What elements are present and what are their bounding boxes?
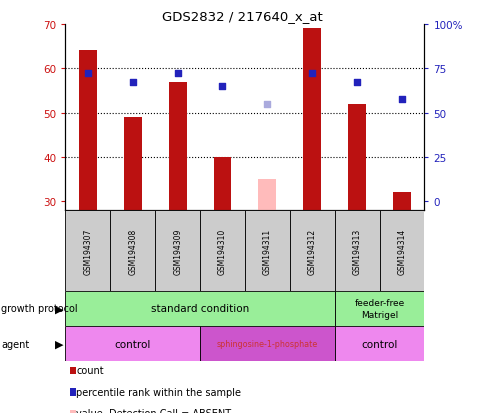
Point	[308, 70, 316, 77]
Text: sphingosine-1-phosphate: sphingosine-1-phosphate	[216, 339, 318, 348]
Bar	[392, 193, 410, 211]
Text: value, Detection Call = ABSENT: value, Detection Call = ABSENT	[76, 408, 231, 413]
Bar	[79, 51, 97, 211]
Bar	[168, 82, 186, 211]
Point	[173, 70, 181, 77]
Text: feeder-free
Matrigel: feeder-free Matrigel	[354, 299, 404, 319]
Text: GSM194313: GSM194313	[352, 228, 361, 274]
Bar	[65, 211, 110, 291]
Bar	[65, 326, 199, 361]
Bar	[65, 291, 334, 326]
Text: growth protocol: growth protocol	[1, 304, 78, 314]
Text: GDS2832 / 217640_x_at: GDS2832 / 217640_x_at	[162, 10, 322, 23]
Text: standard condition: standard condition	[151, 304, 249, 314]
Text: ▶: ▶	[55, 339, 63, 349]
Bar	[199, 326, 334, 361]
Bar	[378, 211, 424, 291]
Text: GSM194310: GSM194310	[217, 228, 227, 274]
Bar	[258, 180, 276, 211]
Bar	[123, 118, 141, 211]
Bar	[110, 211, 155, 291]
Text: percentile rank within the sample: percentile rank within the sample	[76, 387, 241, 396]
Text: control: control	[361, 339, 397, 349]
Bar	[334, 291, 424, 326]
Text: agent: agent	[1, 339, 30, 349]
Text: GSM194309: GSM194309	[173, 228, 182, 274]
Text: GSM194312: GSM194312	[307, 228, 316, 274]
Text: GSM194311: GSM194311	[262, 228, 272, 274]
Text: GSM194307: GSM194307	[83, 228, 92, 274]
Bar	[155, 211, 200, 291]
Point	[218, 83, 226, 90]
Bar	[199, 211, 244, 291]
Bar	[334, 326, 424, 361]
Text: count: count	[76, 365, 104, 375]
Point	[129, 79, 136, 85]
Bar	[244, 211, 289, 291]
Bar	[289, 211, 334, 291]
Point	[263, 101, 271, 108]
Text: GSM194308: GSM194308	[128, 228, 137, 274]
Bar	[213, 157, 231, 211]
Bar	[334, 211, 378, 291]
Text: GSM194314: GSM194314	[396, 228, 406, 274]
Point	[352, 79, 360, 85]
Text: control: control	[114, 339, 151, 349]
Bar	[348, 104, 365, 211]
Bar	[302, 29, 320, 211]
Text: ▶: ▶	[55, 304, 63, 314]
Point	[397, 97, 405, 103]
Point	[84, 70, 91, 77]
